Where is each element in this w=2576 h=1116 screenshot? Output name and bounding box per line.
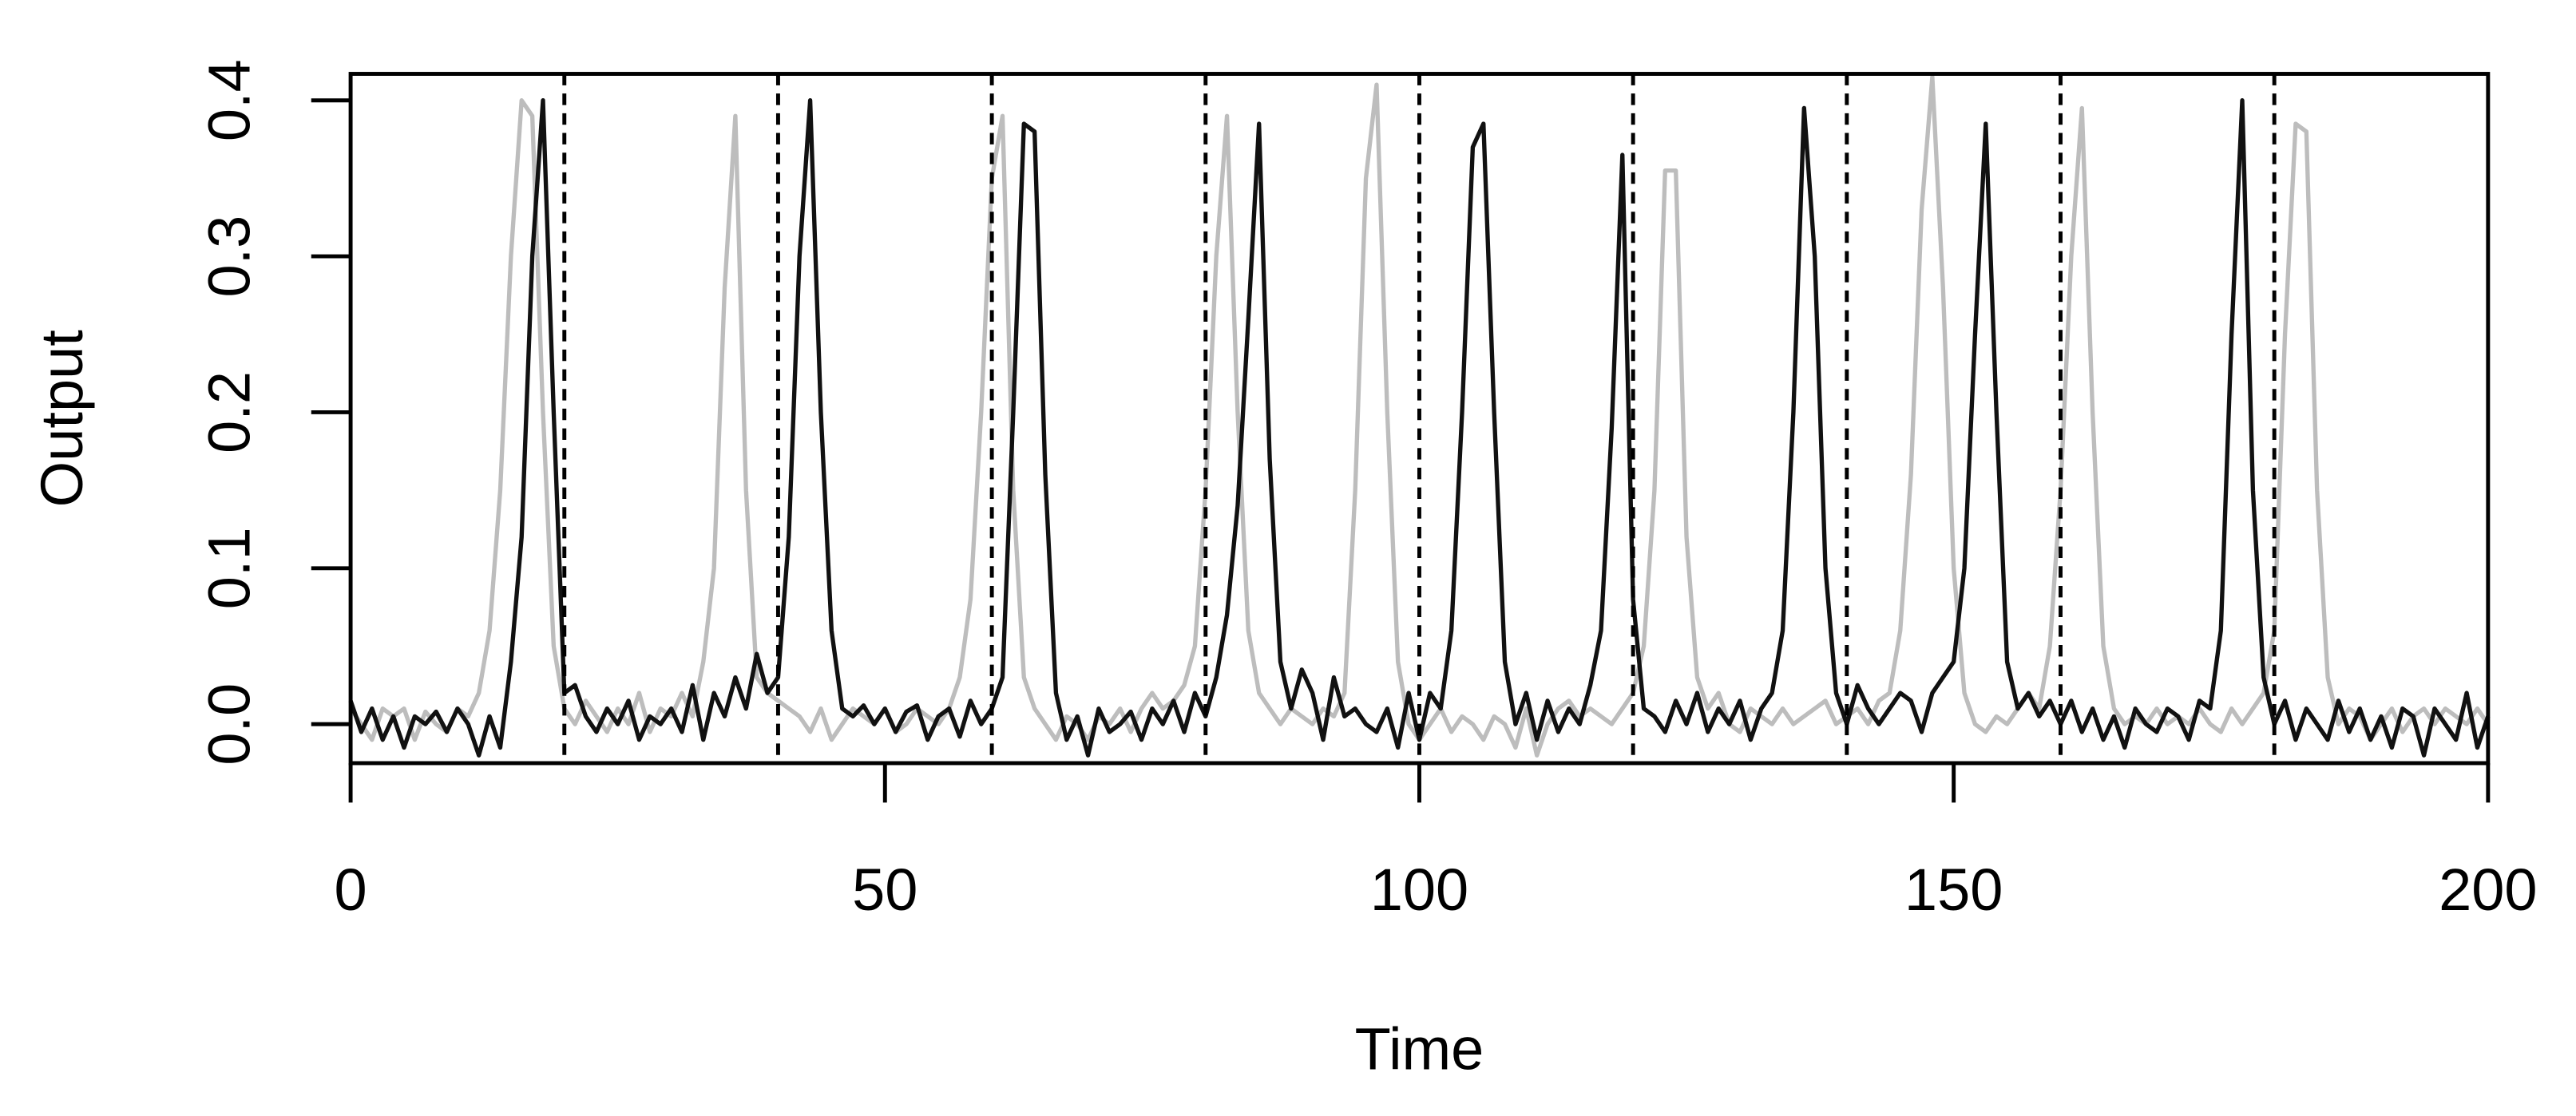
x-tick-label: 50 (852, 857, 917, 923)
x-axis-label: Time (1355, 1015, 1484, 1082)
y-tick-label: 0.1 (196, 527, 263, 609)
y-tick-label: 0.4 (196, 59, 263, 141)
series-line (348, 98, 2491, 758)
x-tick-label: 0 (335, 857, 367, 923)
y-axis-label: Output (29, 330, 95, 508)
y-tick-label: 0.0 (196, 683, 263, 766)
y-tick-label: 0.3 (196, 216, 263, 298)
x-tick-label: 150 (1904, 857, 2003, 923)
x-tick-label: 200 (2439, 857, 2537, 923)
x-tick-label: 100 (1370, 857, 1468, 923)
y-tick-label: 0.2 (196, 371, 263, 453)
